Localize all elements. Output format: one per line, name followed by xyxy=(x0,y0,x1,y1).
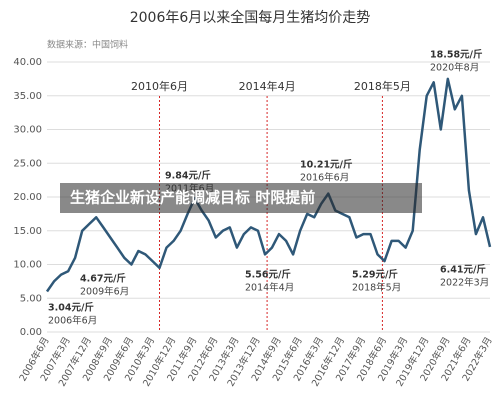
annotation-price: 5.56元/斤 xyxy=(245,269,291,281)
annotation-price: 5.29元/斤 xyxy=(352,269,398,281)
annotation-date: 2014年4月 xyxy=(245,282,294,294)
y-tick-label: 25.00 xyxy=(13,158,42,169)
annotation-price: 4.67元/斤 xyxy=(80,273,126,285)
chart-subtitle: 数据来源：中国饲料 xyxy=(47,39,128,51)
annotation-date: 2016年6月 xyxy=(300,172,349,184)
y-tick-label: 30.00 xyxy=(13,125,42,136)
marker-box xyxy=(125,79,194,95)
y-tick-label: 5.00 xyxy=(20,293,42,304)
headline: 生猪企业新设产能调减目标 时限提前 xyxy=(70,189,315,207)
annotation-date: 2020年8月 xyxy=(430,62,479,74)
y-tick-label: 35.00 xyxy=(13,91,42,102)
headline-banner xyxy=(60,183,422,213)
annotation-date: 2022年3月 xyxy=(440,277,489,289)
y-tick-label: 40.00 xyxy=(13,57,42,68)
marker-label: 2010年6月 xyxy=(131,79,188,93)
annotation-date: 2009年6月 xyxy=(80,286,129,298)
y-tick-label: 20.00 xyxy=(13,192,42,203)
annotation-date: 2018年5月 xyxy=(352,282,401,294)
annotation-price: 6.41元/斤 xyxy=(440,264,486,276)
annotation-price: 3.04元/斤 xyxy=(48,302,94,314)
annotation-price: 9.84元/斤 xyxy=(165,170,211,182)
marker-box xyxy=(233,79,302,95)
annotation-price: 18.58元/斤 xyxy=(430,49,483,61)
chart-title: 2006年6月以来全国每月生猪均价走势 xyxy=(130,9,371,26)
y-tick-label: 10.00 xyxy=(13,260,42,271)
marker-label: 2014年4月 xyxy=(239,79,296,93)
y-tick-label: 0.00 xyxy=(20,327,42,338)
annotation-price: 10.21元/斤 xyxy=(300,159,353,171)
marker-label: 2018年5月 xyxy=(354,79,411,93)
marker-box xyxy=(348,79,417,95)
annotation-date: 2006年6月 xyxy=(48,315,97,327)
y-tick-label: 15.00 xyxy=(13,226,42,237)
